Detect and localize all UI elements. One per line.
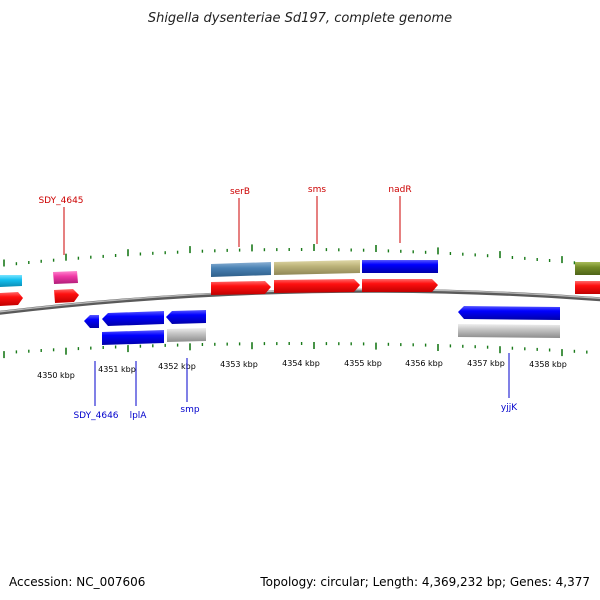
inner-tick-marks <box>3 342 588 359</box>
gene-feature-magenta[interactable] <box>53 271 78 284</box>
reverse-cds-track <box>84 306 560 328</box>
gene-feature-blue[interactable] <box>102 330 164 345</box>
tick-label: 4358 kbp <box>529 360 567 369</box>
gene-label[interactable]: smp <box>180 405 199 415</box>
gene-feature-cyan[interactable] <box>0 275 22 287</box>
tick-label: 4354 kbp <box>282 359 320 368</box>
gene-label[interactable]: lplA <box>130 411 148 421</box>
cds-arrow-forward[interactable] <box>362 279 438 292</box>
gene-feature-olive[interactable] <box>575 262 600 275</box>
top-gene-labels: SDY_4645 serB sms nadR <box>38 185 412 255</box>
gene-label[interactable]: sms <box>308 185 326 195</box>
tick-label: 4353 kbp <box>220 360 258 369</box>
gene-feature-blue[interactable] <box>362 260 438 273</box>
tick-label: 4352 kbp <box>158 362 196 371</box>
gene-label[interactable]: yjjK <box>501 403 518 413</box>
gene-feature-steel[interactable] <box>211 262 271 277</box>
cds-arrow-forward[interactable] <box>0 292 23 306</box>
gene-feature-gray[interactable] <box>167 328 206 342</box>
cds-arrow-reverse[interactable] <box>166 310 206 324</box>
gene-feature-gray[interactable] <box>458 324 560 338</box>
bottom-gene-labels: SDY_4646 lplA smp yjjK <box>73 353 518 421</box>
gene-label[interactable]: nadR <box>388 185 411 195</box>
accession-text: Accession: NC_007606 <box>9 575 145 589</box>
cds-arrow-forward[interactable] <box>575 281 600 294</box>
tick-label: 4356 kbp <box>405 359 443 368</box>
cds-arrow-reverse[interactable] <box>84 315 99 328</box>
scale-labels: 4350 kbp 4351 kbp 4352 kbp 4353 kbp 4354… <box>37 359 567 380</box>
forward-feature-track <box>0 260 600 287</box>
gene-label[interactable]: SDY_4645 <box>38 196 83 206</box>
tick-label: 4357 kbp <box>467 359 505 368</box>
genome-summary-text: Topology: circular; Length: 4,369,232 bp… <box>259 575 590 589</box>
cds-arrow-forward[interactable] <box>54 289 79 303</box>
tick-label: 4355 kbp <box>344 359 382 368</box>
cds-arrow-reverse[interactable] <box>458 306 560 320</box>
tick-label: 4351 kbp <box>98 365 136 374</box>
cds-arrow-reverse[interactable] <box>102 311 164 326</box>
cds-arrow-forward[interactable] <box>274 279 360 293</box>
reverse-feature-track <box>102 324 560 345</box>
cds-arrow-forward[interactable] <box>211 281 271 295</box>
map-title: Shigella dysenteriae Sd197, complete gen… <box>148 11 452 26</box>
gene-feature-khaki[interactable] <box>274 260 360 275</box>
tick-label: 4350 kbp <box>37 371 75 380</box>
outer-tick-marks <box>3 244 588 267</box>
forward-cds-track <box>0 279 600 306</box>
gene-label[interactable]: SDY_4646 <box>73 411 118 421</box>
gene-label[interactable]: serB <box>230 187 250 197</box>
